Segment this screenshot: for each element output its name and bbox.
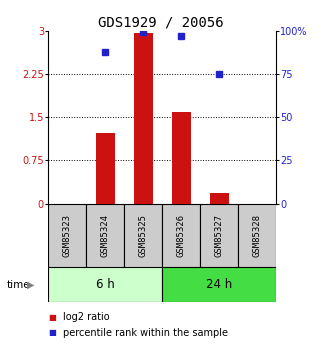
Text: ■: ■ [48,313,56,322]
Bar [210,193,229,204]
Text: 6 h: 6 h [96,278,115,291]
Text: log2 ratio: log2 ratio [63,313,109,322]
Bar [48,267,162,302]
Text: percentile rank within the sample: percentile rank within the sample [63,328,228,338]
Text: GSM85328: GSM85328 [253,214,262,257]
Text: ■: ■ [48,328,56,337]
Text: GDS1929 / 20056: GDS1929 / 20056 [98,16,223,30]
Bar [96,134,115,204]
Text: GSM85323: GSM85323 [63,214,72,257]
Text: ▶: ▶ [27,280,34,289]
Text: GSM85325: GSM85325 [139,214,148,257]
Bar [134,33,152,204]
Text: GSM85327: GSM85327 [214,214,224,257]
Bar [162,267,276,302]
Bar [48,204,86,267]
Text: GSM85324: GSM85324 [100,214,110,257]
Bar [124,204,162,267]
Bar [238,204,276,267]
Text: 24 h: 24 h [206,278,232,291]
Bar [172,111,191,204]
Bar [86,204,124,267]
Text: GSM85326: GSM85326 [177,214,186,257]
Bar [162,204,200,267]
Text: time: time [6,280,30,289]
Bar [200,204,238,267]
